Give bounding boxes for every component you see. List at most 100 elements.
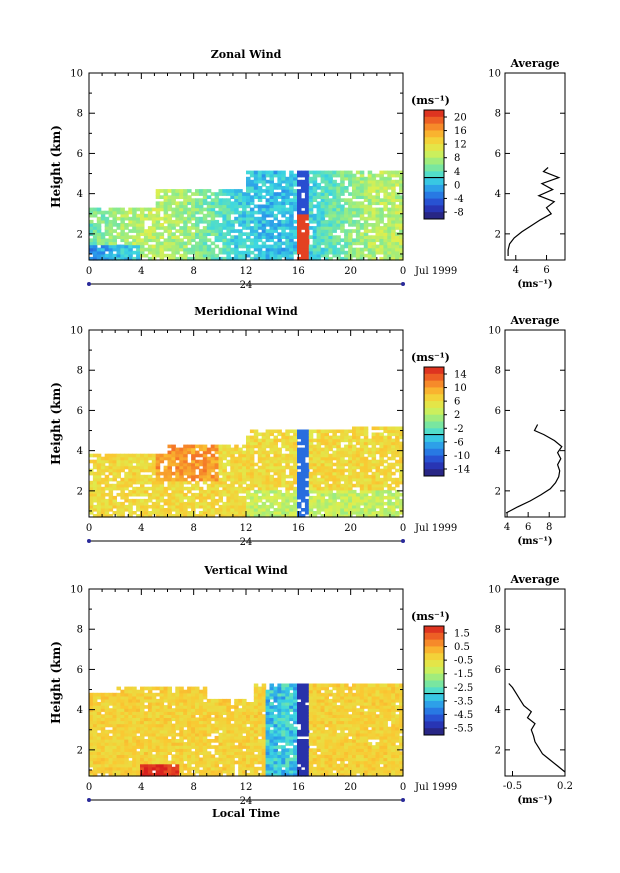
heatmap-cell [226, 754, 231, 759]
heatmap-cell [297, 504, 302, 509]
heatmap-cell [285, 192, 290, 196]
heatmap-cell [281, 474, 286, 479]
heatmap-cell [297, 495, 302, 500]
heatmap-cell [399, 241, 404, 246]
x-tick-label: 4 [138, 266, 144, 277]
heatmap-cell [399, 432, 404, 437]
heatmap-cell [328, 241, 333, 246]
heatmap-cell [143, 213, 149, 218]
heatmap-cell [183, 742, 188, 746]
heatmap-cell [222, 477, 227, 482]
heatmap-cell [265, 232, 271, 236]
heatmap-cell [383, 444, 388, 449]
heatmap-cell [195, 726, 200, 731]
heatmap-cell [96, 256, 102, 261]
heatmap-cell [104, 226, 110, 230]
heatmap-cell [112, 711, 117, 715]
heatmap-cell [269, 717, 274, 722]
heatmap-cell [198, 769, 204, 774]
heatmap-cell [246, 486, 251, 491]
heatmap-cell [143, 462, 149, 467]
heatmap-cell [359, 173, 365, 178]
heatmap-cell [112, 720, 117, 725]
heatmap-cell [132, 763, 137, 768]
heatmap-cell [128, 210, 133, 215]
heatmap-cell [312, 450, 318, 455]
heatmap-cell [159, 235, 165, 239]
heatmap-cell [179, 486, 184, 491]
heatmap-cell [257, 717, 263, 722]
heatmap-cell [218, 711, 223, 715]
heatmap-cell [363, 486, 369, 491]
heatmap-cell [140, 748, 145, 752]
heatmap-cell [363, 501, 369, 506]
heatmap-cell [214, 456, 220, 461]
heatmap-cell [230, 462, 235, 467]
heatmap-cell [285, 182, 290, 187]
heatmap-cell [253, 708, 259, 712]
heatmap-cell [171, 253, 176, 258]
heatmap-cell [297, 474, 302, 479]
heatmap-cell [242, 702, 247, 706]
heatmap-cell [89, 508, 94, 512]
heatmap-cell [238, 726, 243, 731]
heatmap-cell [324, 210, 329, 215]
heatmap-cell [167, 253, 172, 258]
heatmap-cell [167, 769, 172, 774]
heatmap-cell [249, 739, 255, 743]
heatmap-cell [285, 489, 290, 494]
heatmap-cell [379, 459, 384, 464]
heatmap-cell [253, 723, 259, 728]
heatmap-cell [387, 498, 392, 503]
heatmap-cell [324, 173, 329, 178]
heatmap-cell [179, 471, 184, 476]
heatmap-cell [344, 447, 349, 452]
heatmap-cell [214, 213, 220, 218]
heatmap-cell [320, 201, 326, 206]
heatmap-cell [120, 763, 125, 768]
heatmap-cell [155, 232, 161, 236]
heatmap-cell [96, 241, 102, 246]
heatmap-cell [147, 498, 153, 503]
heatmap-cell [265, 492, 271, 497]
heatmap-cell [387, 253, 392, 258]
heatmap-cell [92, 763, 98, 768]
heatmap-cell [300, 462, 306, 467]
heatmap-cell [297, 511, 302, 515]
heatmap-cell [348, 508, 353, 512]
heatmap-cell [253, 429, 259, 434]
heatmap-cell [332, 179, 337, 184]
heatmap-cell [96, 708, 102, 712]
profile-title: Average [509, 314, 559, 327]
heatmap-cell [320, 438, 326, 443]
heatmap-cell [304, 204, 310, 209]
heatmap-cell [124, 244, 129, 249]
heatmap-cell [316, 226, 322, 230]
heatmap-cell [202, 495, 208, 500]
heatmap-cell [230, 453, 235, 458]
heatmap-cell [304, 480, 310, 485]
heatmap-cell [222, 486, 227, 491]
heatmap-cell [261, 729, 267, 734]
heatmap-cell [222, 723, 227, 728]
heatmap-cell [112, 739, 117, 743]
heatmap-cell [246, 444, 251, 449]
heatmap-cell [143, 229, 149, 233]
heatmap-cell [179, 459, 184, 464]
heatmap-cell [159, 766, 165, 771]
heatmap-cell [289, 210, 294, 215]
heatmap-cell [104, 501, 110, 506]
heatmap-cell [399, 173, 404, 178]
heatmap-cell [151, 219, 157, 224]
heatmap-cell [359, 201, 365, 206]
heatmap-cell [304, 235, 310, 239]
heatmap-cell [230, 468, 235, 473]
heatmap-cell [112, 766, 117, 771]
colorbar-segment [424, 212, 444, 220]
heatmap-cell [120, 256, 125, 261]
heatmap-cell [253, 717, 259, 722]
heatmap-cell [242, 462, 247, 467]
heatmap-cell [285, 432, 290, 437]
heatmap-cell [344, 492, 349, 497]
heatmap-cell [175, 754, 180, 759]
